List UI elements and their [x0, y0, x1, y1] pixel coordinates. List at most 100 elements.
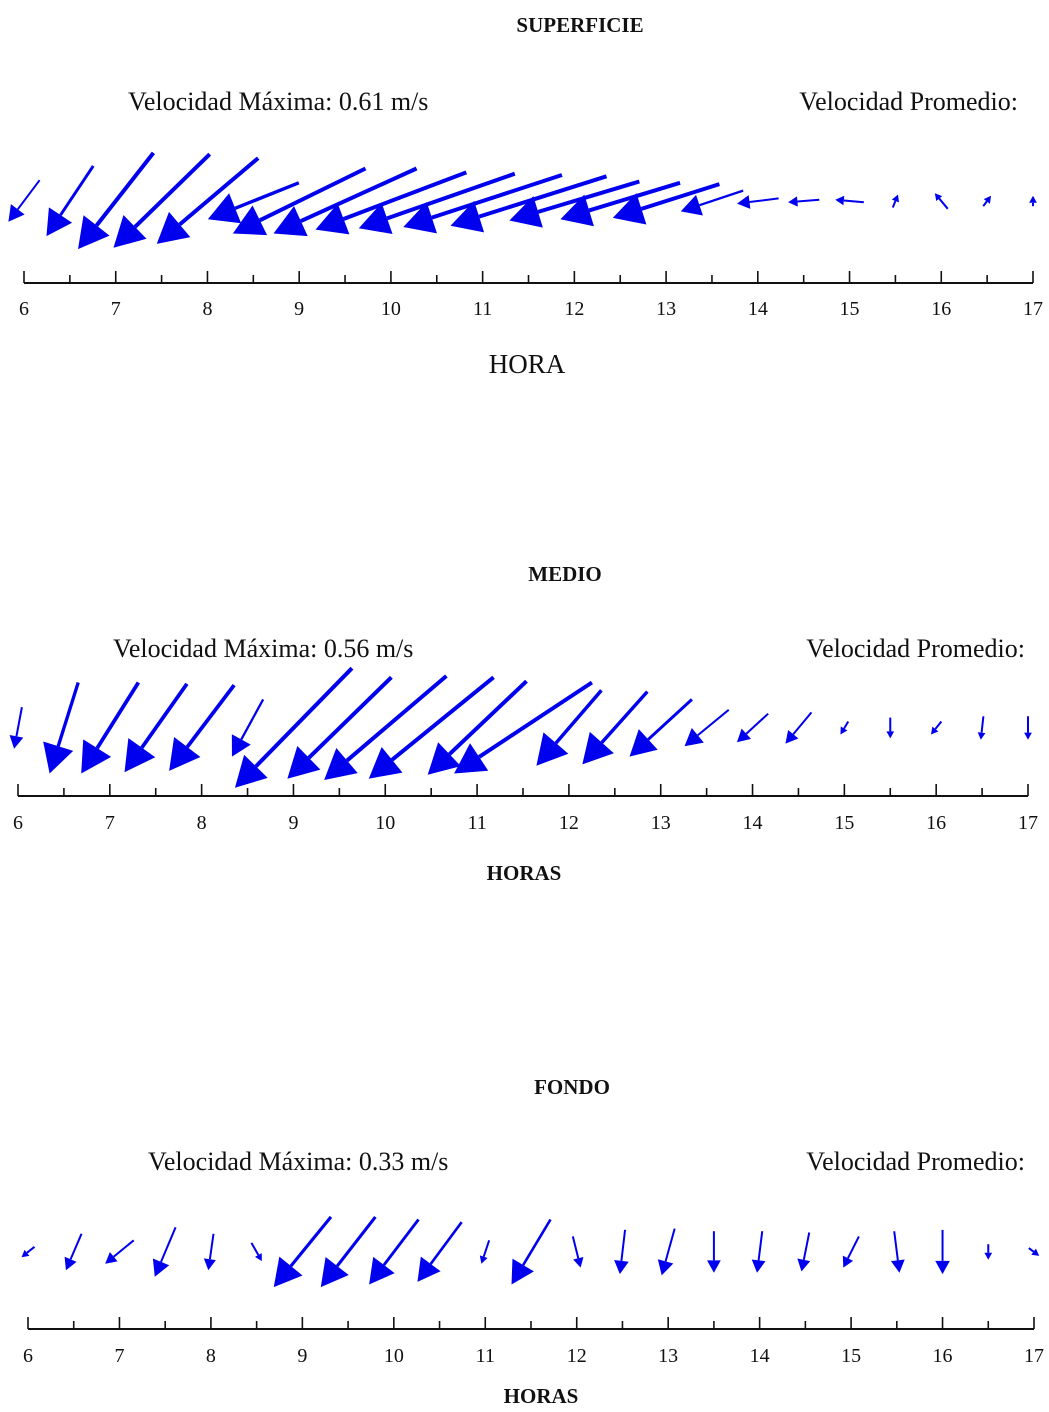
arrow-head — [788, 196, 798, 207]
arrow-head — [46, 207, 73, 237]
tick-labels: 6 7 8 9 10 11 12 13 14 15 16 17 — [23, 1345, 1044, 1367]
arrow-head — [1029, 195, 1037, 203]
vector-arrow — [707, 1231, 721, 1273]
arrow-head — [479, 1255, 488, 1264]
arrow-head — [427, 742, 461, 775]
arrow-head — [358, 202, 393, 234]
arrow-head — [582, 731, 614, 765]
tick-label: 12 — [559, 812, 579, 834]
vector-arrow — [21, 1246, 36, 1258]
vector-arrow — [680, 189, 744, 216]
arrow-head — [680, 194, 703, 216]
vector-arrow — [840, 720, 850, 735]
tick-label: 8 — [206, 1345, 216, 1367]
arrow-head — [207, 193, 242, 224]
arrow-shaft — [697, 709, 730, 737]
tick-label: 10 — [381, 298, 401, 320]
vector-arrow — [203, 1233, 216, 1271]
arrow-head — [232, 205, 268, 236]
vector-arrow — [78, 151, 156, 250]
tick-label: 17 — [1018, 812, 1038, 834]
panel-title: MEDIO — [528, 562, 602, 586]
vector-arrow — [1028, 1247, 1040, 1256]
arrow-shaft — [178, 156, 260, 227]
vector-arrow — [450, 174, 608, 233]
tick-label: 9 — [288, 812, 298, 834]
axis-ticks — [23, 271, 1034, 283]
arrow-shaft — [300, 166, 418, 223]
vector-arrow — [886, 717, 895, 739]
arrow-shaft — [234, 181, 300, 210]
arrow-shaft — [982, 200, 988, 207]
vector-arrow — [105, 1239, 135, 1264]
arrow-shaft — [478, 174, 608, 219]
arrow-shaft — [185, 683, 236, 749]
arrow-shaft — [94, 151, 156, 227]
arrow-shaft — [386, 171, 516, 221]
vector-arrow — [684, 709, 730, 747]
vector-arrow — [43, 681, 80, 774]
arrow-head — [751, 1259, 766, 1273]
vector-arrow — [232, 166, 367, 236]
tick-label: 14 — [748, 298, 768, 320]
tick-label: 11 — [473, 298, 492, 320]
vector-arrow — [785, 711, 813, 744]
x-axis-label: HORA — [489, 349, 566, 379]
tick-label: 13 — [658, 1345, 678, 1367]
arrow-shaft — [382, 1218, 420, 1266]
vector-arrow — [358, 171, 516, 234]
arrow-head — [234, 754, 268, 788]
vector-arrow — [935, 1229, 950, 1275]
arrow-shaft — [448, 679, 528, 756]
arrow-shaft — [390, 675, 495, 762]
x-axis-label: HORAS — [504, 1384, 579, 1408]
tick-label: 14 — [743, 812, 763, 834]
tick-label: 12 — [567, 1345, 587, 1367]
arrow-head — [886, 731, 895, 739]
arrow-head — [684, 727, 704, 747]
tick-label: 9 — [294, 298, 304, 320]
arrow-shaft — [133, 152, 212, 229]
arrow-shaft — [160, 1226, 177, 1263]
arrow-head — [369, 1256, 395, 1285]
vector-arrow — [273, 166, 418, 237]
vector-arrow — [368, 675, 495, 779]
vector-arrow — [64, 1233, 83, 1271]
arrow-shaft — [647, 698, 693, 741]
vector-arrow — [736, 712, 769, 743]
vector-arrow — [536, 689, 603, 766]
tick-label: 11 — [476, 1345, 495, 1367]
arrow-head — [8, 204, 25, 222]
arrow-head — [785, 729, 799, 744]
vector-arrow — [842, 1235, 860, 1268]
vector-arrow — [511, 1218, 552, 1285]
arrow-shaft — [26, 1246, 36, 1254]
tick-label: 8 — [197, 812, 207, 834]
tick-label: 17 — [1023, 298, 1043, 320]
avg-speed-label: Velocidad Promedio: — [799, 87, 1018, 116]
tick-label: 6 — [19, 298, 29, 320]
vector-arrow — [891, 194, 899, 208]
arrow-shaft — [254, 666, 354, 768]
vector-arrow — [657, 1228, 676, 1276]
tick-label: 13 — [656, 298, 676, 320]
arrow-shaft — [934, 720, 943, 730]
tick-label: 16 — [926, 812, 946, 834]
arrow-head — [450, 200, 485, 233]
arrow-head — [835, 195, 845, 206]
arrow-shaft — [802, 1232, 811, 1260]
arrow-shaft — [745, 712, 769, 735]
tick-label: 16 — [933, 1345, 953, 1367]
vector-arrows — [21, 1215, 1040, 1288]
vector-arrow — [427, 679, 528, 775]
tick-label: 12 — [564, 298, 584, 320]
arrow-shaft — [792, 711, 813, 735]
vector-arrow — [152, 1226, 177, 1277]
arrow-shaft — [537, 179, 640, 214]
vector-arrow — [156, 156, 260, 244]
arrow-shaft — [664, 1228, 676, 1262]
arrow-head — [156, 211, 191, 244]
x-axis-label: HORAS — [487, 861, 562, 885]
arrow-shaft — [342, 170, 468, 221]
tick-label: 14 — [750, 1345, 770, 1367]
